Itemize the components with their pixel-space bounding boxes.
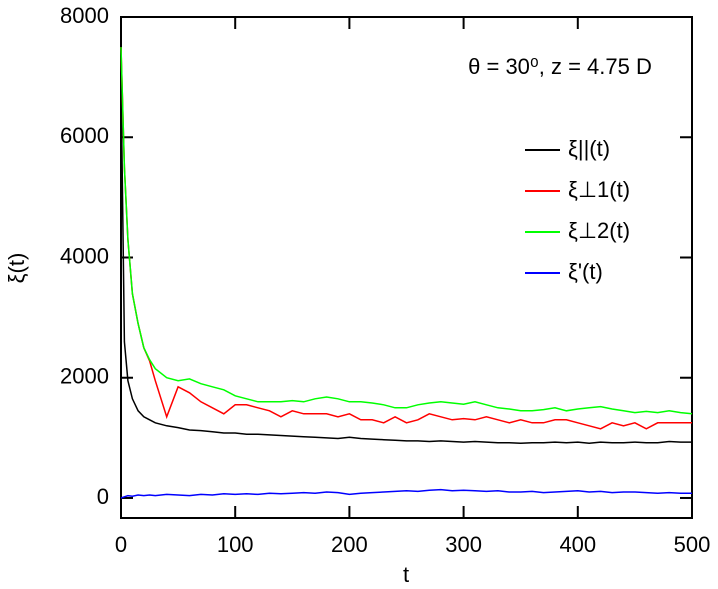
y-tick-label: 6000	[60, 123, 109, 148]
legend-label: ξ⊥1(t)	[568, 177, 630, 202]
x-tick-label: 300	[445, 532, 482, 557]
legend-label: ξ⊥2(t)	[568, 218, 630, 243]
y-tick-label: 0	[97, 484, 109, 509]
series-line	[120, 47, 692, 430]
series-line	[120, 47, 693, 415]
x-tick-label: 500	[674, 532, 711, 557]
legend-label: ξ||(t)	[568, 136, 610, 161]
x-axis-label: t	[403, 562, 409, 587]
plot-frame	[120, 16, 693, 519]
series-line	[120, 77, 692, 445]
x-tick-label: 200	[331, 532, 368, 557]
x-tick-label: 400	[559, 532, 596, 557]
y-tick-label: 8000	[60, 3, 109, 28]
series-line	[120, 488, 692, 499]
legend-label: ξ'(t)	[568, 259, 603, 284]
y-tick-label: 4000	[60, 243, 109, 268]
x-tick-label: 0	[115, 532, 127, 557]
annotation: θ = 30⁰, z = 4.75 D	[468, 54, 652, 79]
y-axis-label: ξ(t)	[4, 253, 29, 284]
x-tick-label: 100	[217, 532, 254, 557]
y-tick-label: 2000	[60, 364, 109, 389]
